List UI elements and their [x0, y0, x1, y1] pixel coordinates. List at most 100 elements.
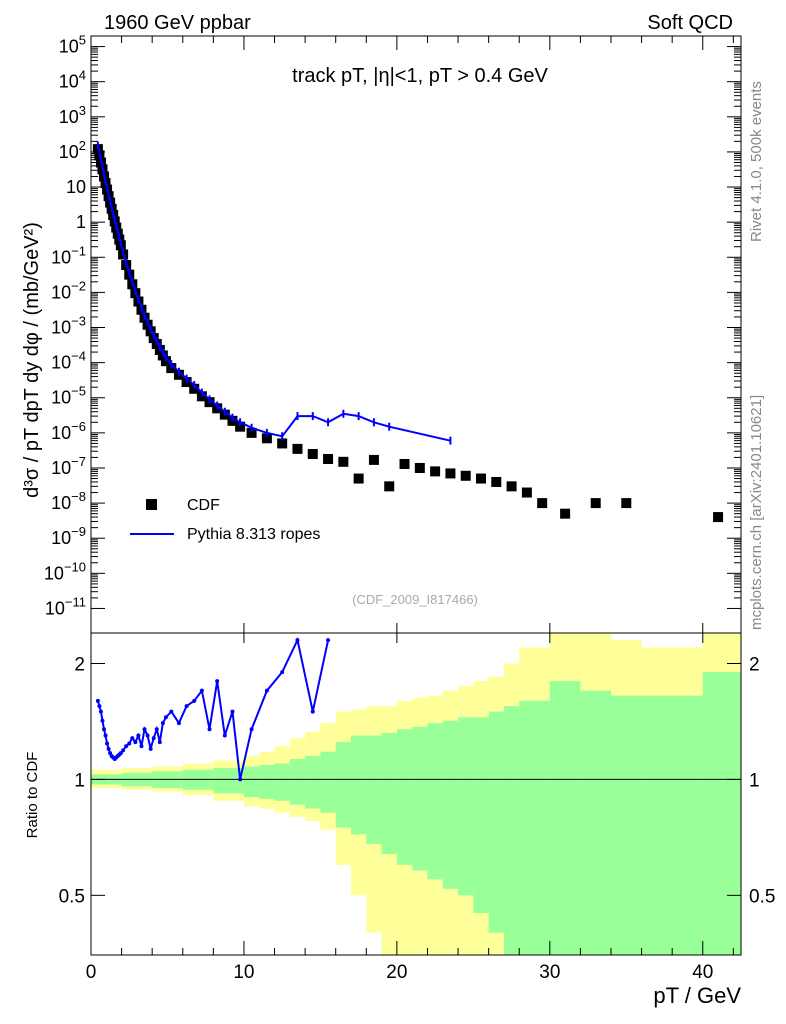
ratio-point: [199, 688, 204, 693]
uncertainty-band-bin: [366, 735, 382, 844]
main-source-label: (CDF_2009_I817466): [352, 592, 478, 607]
ratio-point: [215, 679, 220, 684]
uncertainty-band-bin: [335, 742, 351, 828]
main-y-tick-label: 10−10: [44, 559, 86, 583]
cdf-data-point: [384, 481, 395, 492]
main-y-tick-label: 10−2: [51, 278, 86, 302]
uncertainty-band-bin: [412, 726, 428, 871]
ratio-point: [148, 746, 153, 751]
ratio-point: [280, 670, 285, 675]
x-ticks: 0 10 20 30 40: [86, 36, 734, 983]
x-tick-label: 40: [692, 962, 713, 983]
main-y-tick-label: 102: [59, 138, 86, 162]
main-y-tick-label: 104: [59, 68, 86, 92]
pythia-line: [96, 145, 451, 442]
ratio-frame: [90, 632, 742, 956]
ratio-point: [295, 638, 300, 643]
cdf-data-point: [307, 449, 318, 460]
uncertainty-band-bin: [702, 672, 741, 955]
cdf-data-point: [292, 443, 303, 454]
main-y-tick-label: 10−11: [45, 594, 86, 618]
ratio-y-tick-label: 1: [74, 770, 85, 791]
ratio-point: [151, 736, 156, 741]
ratio-point: [157, 740, 162, 745]
cdf-data-point: [338, 456, 349, 467]
ratio-point: [160, 721, 165, 726]
uncertainty-band-bin: [580, 690, 611, 955]
ratio-point: [124, 744, 129, 749]
main-y-ticks: 10510410310210110−110−210−310−410−510−61…: [44, 33, 741, 618]
cdf-data-point: [521, 487, 532, 498]
x-tick-label: 10: [233, 962, 254, 983]
ratio-panel: 0.5 0.5 1 1 2 2 0 10 20 30 40 Ratio to CDF pT / G…: [24, 36, 775, 1008]
ratio-point: [106, 746, 111, 751]
uncertainty-band-bin: [396, 729, 413, 865]
legend-label-pythia: Pythia 8.313 ropes: [187, 526, 320, 543]
ratio-bands: [91, 633, 741, 955]
ratio-y-tick-label: 2: [74, 654, 85, 675]
main-panel: 10510410310210110−110−210−310−410−510−61…: [21, 33, 742, 634]
cdf-data-point: [235, 421, 246, 432]
uncertainty-band-bin: [305, 756, 321, 809]
x-axis-label: pT / GeV: [653, 983, 741, 1008]
uncertainty-band-bin: [611, 695, 642, 955]
ratio-point: [310, 709, 315, 714]
main-y-tick-label: 10−1: [51, 243, 86, 267]
ratio-point: [326, 638, 331, 643]
ratio-point: [249, 727, 254, 732]
ratio-point: [100, 718, 105, 723]
ratio-point: [176, 721, 181, 726]
main-y-tick-label: 1: [76, 212, 86, 232]
cdf-data-point: [261, 433, 272, 444]
cdf-data-point: [621, 498, 632, 509]
uncertainty-band-bin: [243, 766, 260, 798]
uncertainty-band-bin: [473, 717, 489, 913]
ratio-point: [133, 740, 138, 745]
ratio-y-ticks: 0.5 0.5 1 1 2 2: [59, 654, 776, 907]
main-frame: [90, 35, 742, 634]
x-tick-label: 30: [539, 962, 560, 983]
cdf-data-point: [353, 473, 364, 484]
header-category: Soft QCD: [647, 12, 733, 34]
ratio-point: [98, 709, 103, 714]
legend-marker-cdf: [146, 499, 157, 510]
ratio-y-tick-label-right: 0.5: [749, 886, 775, 907]
cdf-data-point: [430, 466, 441, 477]
legend: CDF Pythia 8.313 ropes: [130, 497, 320, 543]
cdf-data-point: [590, 498, 601, 509]
main-y-tick-label: 10−3: [51, 314, 86, 338]
uncertainty-band-bin: [503, 706, 520, 955]
side-rivet-label: Rivet 4.1.0, 500k events: [748, 81, 765, 242]
ratio-marks: [95, 637, 331, 782]
ratio-y-tick-label: 0.5: [59, 886, 85, 907]
ratio-point: [127, 741, 132, 746]
legend-label-cdf: CDF: [187, 497, 220, 514]
main-title: track pT, |η|<1, pT > 0.4 GeV: [292, 65, 548, 87]
ratio-point: [95, 698, 100, 703]
cdf-data-point: [506, 481, 517, 492]
cdf-data-point: [445, 468, 456, 479]
ratio-point: [105, 741, 110, 746]
main-y-tick-label: 103: [59, 103, 86, 127]
ratio-point: [184, 704, 189, 709]
ratio-point: [139, 744, 144, 749]
cdf-data-point: [713, 512, 724, 523]
cdf-data-point: [537, 498, 548, 509]
uncertainty-band-bin: [259, 765, 275, 799]
main-y-tick-label: 10−6: [51, 419, 86, 443]
main-y-tick-label: 10−7: [51, 454, 86, 478]
uncertainty-band-bin: [458, 717, 474, 896]
main-y-tick-label: 10−5: [51, 384, 86, 408]
ratio-point: [142, 727, 147, 732]
ratio-point: [102, 727, 106, 732]
main-y-axis-label: d³σ / pT dpT dy dφ / (mb/GeV²): [21, 222, 43, 498]
x-tick-label: 20: [386, 962, 407, 983]
ratio-point: [130, 736, 135, 741]
ratio-y-axis-label: Ratio to CDF: [24, 752, 41, 839]
ratio-point: [97, 704, 102, 709]
uncertainty-band-bin: [641, 695, 703, 955]
main-y-tick-label: 10−9: [51, 524, 86, 548]
header-energy: 1960 GeV ppbar: [104, 12, 251, 34]
ratio-point: [238, 777, 243, 782]
uncertainty-band-bin: [442, 720, 459, 889]
